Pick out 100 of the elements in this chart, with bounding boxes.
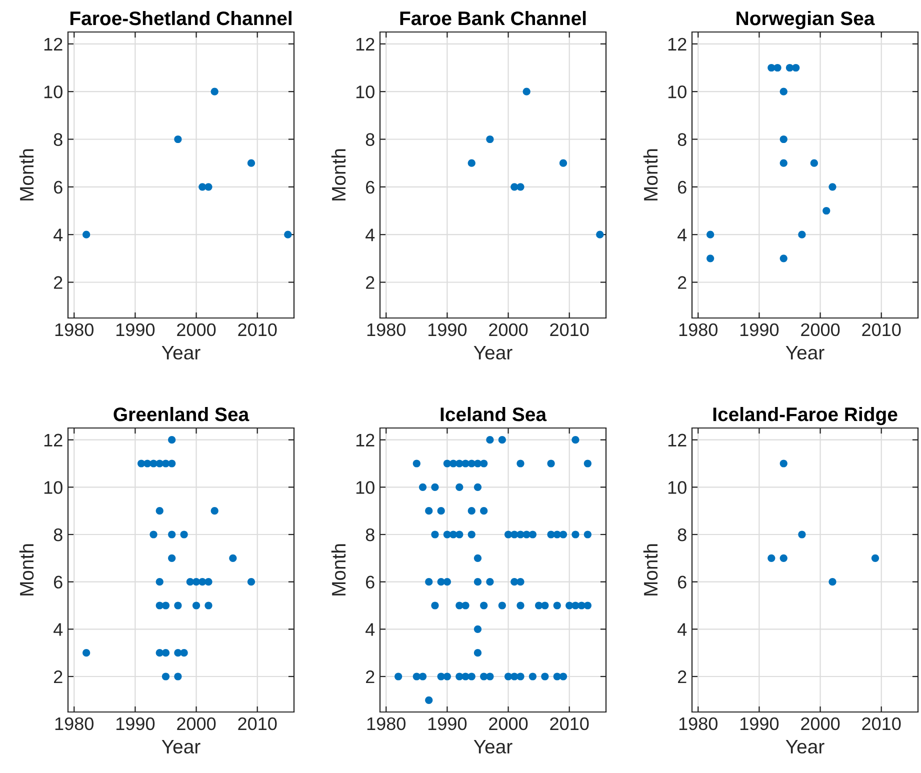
y-tick-label: 12 bbox=[44, 38, 62, 50]
y-tick-label: 4 bbox=[54, 228, 63, 242]
point bbox=[156, 578, 164, 586]
y-tick-label: 10 bbox=[356, 86, 374, 98]
x-tick-label: 1990 bbox=[428, 323, 467, 336]
x-tick-label: 1980 bbox=[55, 323, 94, 336]
y-tick-label: 10 bbox=[44, 86, 62, 98]
point bbox=[156, 507, 164, 515]
point bbox=[174, 135, 182, 144]
point bbox=[162, 672, 170, 680]
y-tick-label: 6 bbox=[54, 576, 62, 589]
point bbox=[229, 554, 237, 562]
x-axis-title: Year bbox=[162, 346, 200, 360]
point bbox=[204, 578, 212, 586]
point bbox=[180, 649, 188, 657]
point bbox=[768, 554, 776, 562]
x-tick-label: 2000 bbox=[801, 717, 840, 730]
point bbox=[162, 602, 170, 610]
y-tick-label: 8 bbox=[366, 133, 374, 146]
point bbox=[774, 64, 782, 72]
point bbox=[204, 602, 212, 610]
y-tick-label: 8 bbox=[678, 528, 686, 542]
point bbox=[82, 230, 90, 238]
point bbox=[192, 578, 200, 586]
x-axis-title: Year bbox=[786, 740, 824, 754]
x-tick-label: 2010 bbox=[862, 323, 901, 336]
y-axis-title: Month bbox=[643, 149, 658, 200]
y-tick-label: 12 bbox=[668, 38, 686, 50]
y-tick-label: 12 bbox=[356, 38, 374, 50]
y-tick-label: 2 bbox=[678, 276, 686, 289]
y-tick-label: 12 bbox=[356, 434, 374, 446]
point bbox=[247, 159, 256, 167]
y-tick-label: 12 bbox=[44, 434, 62, 446]
x-tick-label: 1990 bbox=[116, 717, 155, 730]
x-tick-label: 1980 bbox=[367, 323, 406, 336]
point bbox=[150, 530, 158, 538]
point bbox=[792, 64, 800, 72]
chart-title: Iceland Sea bbox=[440, 406, 547, 422]
x-axis-title: Year bbox=[474, 740, 512, 754]
point bbox=[522, 88, 530, 96]
point bbox=[284, 230, 292, 238]
point bbox=[706, 254, 714, 262]
point bbox=[162, 649, 170, 657]
point bbox=[204, 183, 212, 191]
point bbox=[180, 530, 188, 538]
y-axis-title: Month bbox=[643, 544, 658, 596]
point bbox=[168, 460, 176, 468]
point bbox=[174, 672, 182, 680]
point bbox=[82, 649, 90, 657]
point bbox=[798, 230, 806, 238]
y-tick-label: 6 bbox=[366, 180, 374, 194]
y-tick-label: 4 bbox=[366, 623, 375, 636]
x-tick-label: 2010 bbox=[550, 323, 589, 336]
y-tick-label: 8 bbox=[54, 133, 62, 146]
x-tick-label: 2010 bbox=[550, 717, 589, 730]
point bbox=[822, 206, 830, 215]
x-tick-label: 1990 bbox=[428, 717, 467, 730]
point bbox=[780, 159, 788, 167]
point bbox=[596, 230, 604, 238]
x-tick-label: 1980 bbox=[367, 717, 406, 730]
x-tick-label: 1980 bbox=[679, 323, 718, 336]
y-tick-label: 10 bbox=[44, 481, 62, 494]
y-axis-title: Month bbox=[331, 149, 346, 200]
y-tick-label: 12 bbox=[668, 434, 686, 446]
x-tick-label: 1980 bbox=[55, 717, 94, 730]
point bbox=[468, 159, 476, 167]
point bbox=[168, 530, 176, 538]
y-tick-label: 8 bbox=[54, 528, 62, 542]
point bbox=[780, 554, 788, 562]
y-tick-label: 6 bbox=[54, 180, 62, 194]
chart-title: Iceland-Faroe Ridge bbox=[713, 406, 898, 426]
point bbox=[174, 602, 182, 610]
point bbox=[780, 460, 788, 468]
y-axis-title: Month bbox=[331, 544, 346, 596]
y-tick-label: 6 bbox=[678, 576, 686, 589]
x-axis-title: Year bbox=[786, 346, 824, 360]
y-tick-label: 2 bbox=[366, 670, 374, 684]
point bbox=[706, 230, 714, 238]
x-axis-title: Year bbox=[474, 346, 512, 360]
x-tick-label: 1990 bbox=[740, 717, 779, 730]
y-tick-label: 10 bbox=[668, 481, 686, 494]
point bbox=[486, 135, 494, 144]
x-tick-label: 1990 bbox=[116, 323, 155, 336]
chart-title: Greenland Sea bbox=[114, 406, 250, 422]
point bbox=[210, 507, 218, 515]
y-axis-title: Month bbox=[19, 149, 34, 200]
point bbox=[828, 183, 836, 191]
chart-title: Faroe-Shetland Channel bbox=[70, 10, 292, 26]
point bbox=[828, 578, 836, 586]
point bbox=[192, 602, 200, 610]
y-tick-label: 8 bbox=[366, 528, 374, 542]
y-tick-label: 10 bbox=[356, 481, 374, 494]
point bbox=[168, 436, 176, 444]
y-tick-label: 6 bbox=[366, 576, 374, 589]
y-axis-title: Month bbox=[19, 544, 34, 596]
chart-title: Faroe Bank Channel bbox=[400, 10, 586, 26]
x-tick-label: 2000 bbox=[489, 717, 528, 730]
y-tick-label: 4 bbox=[54, 623, 63, 636]
y-tick-label: 4 bbox=[678, 623, 687, 636]
y-tick-label: 2 bbox=[54, 276, 62, 289]
